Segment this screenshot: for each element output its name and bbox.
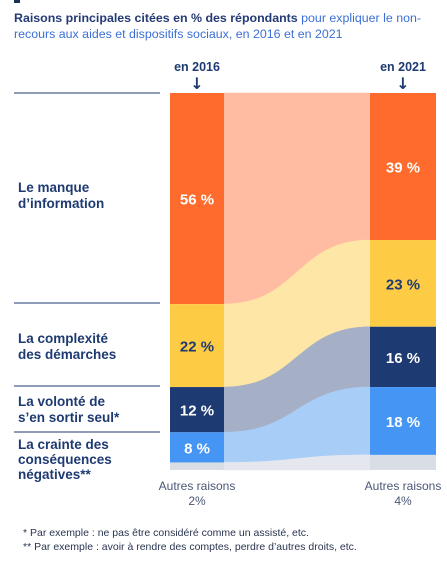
value-label-la-crainte-des-consequences-negatives-2021: 18 %	[386, 414, 420, 431]
down-arrow-icon: ↓	[190, 74, 203, 93]
bar-autres-raisons-2021	[370, 454, 436, 470]
autres-raisons-label-2021: Autres raisons	[365, 479, 442, 493]
category-label-le-manque-d-information: Le manque	[18, 180, 90, 195]
value-label-le-manque-d-information-2021: 39 %	[386, 160, 420, 177]
down-arrow-icon: ↓	[396, 74, 409, 93]
bar-la-volonte-de-s-en-sortir-seul-2021	[370, 326, 436, 388]
bar-la-complexite-des-demarches-2021	[370, 240, 436, 327]
value-label-la-complexite-des-demarches-2016: 22 %	[180, 339, 214, 356]
value-label-la-complexite-des-demarches-2021: 23 %	[386, 276, 420, 293]
value-label-la-crainte-des-consequences-negatives-2016: 8 %	[184, 440, 210, 457]
footnote-1: * Par exemple : ne pas être considéré co…	[23, 527, 309, 539]
footnote-2: ** Par exemple : avoir à rendre des comp…	[23, 541, 357, 553]
column-header-2016: en 2016	[174, 60, 220, 74]
bar-la-crainte-des-consequences-negatives-2021	[370, 387, 436, 455]
category-label-la-crainte-des-consequences-negatives: négatives**	[18, 467, 92, 482]
bar-autres-raisons-2016	[170, 462, 224, 470]
bar-la-complexite-des-demarches-2016	[170, 304, 224, 388]
category-label-la-crainte-des-consequences-negatives: conséquences	[18, 452, 112, 467]
top-accent-line	[14, 0, 20, 3]
category-label-la-volonte-de-s-en-sortir-seul: La volonté de	[18, 394, 106, 409]
autres-raisons-label-2016: Autres raisons	[159, 479, 236, 493]
value-label-la-volonte-de-s-en-sortir-seul-2021: 16 %	[386, 350, 420, 367]
autres-raisons-value-2016: 2%	[188, 494, 206, 508]
bar-le-manque-d-information-2016	[170, 93, 224, 305]
category-label-la-complexite-des-demarches: des démarches	[18, 347, 116, 362]
sankey-chart: 56 %39 %22 %23 %12 %16 %8 %18 %en 2016↓e…	[14, 60, 442, 508]
column-header-2021: en 2021	[380, 60, 426, 74]
chart-subtitle: Raisons principales citées en % des répo…	[14, 10, 439, 42]
category-label-la-crainte-des-consequences-negatives: La crainte des	[18, 437, 109, 452]
category-label-le-manque-d-information: d’information	[18, 196, 104, 211]
subtitle-bold: Raisons principales citées en % des répo…	[14, 11, 298, 25]
category-label-la-volonte-de-s-en-sortir-seul: s’en sortir seul*	[18, 410, 120, 425]
value-label-le-manque-d-information-2016: 56 %	[180, 192, 214, 209]
bar-la-volonte-de-s-en-sortir-seul-2016	[170, 387, 224, 433]
bar-la-crainte-des-consequences-negatives-2016	[170, 432, 224, 463]
value-label-la-volonte-de-s-en-sortir-seul-2016: 12 %	[180, 403, 214, 420]
subtitle-rest: pour expliquer le non-recours aux aides …	[14, 11, 421, 41]
category-label-la-complexite-des-demarches: La complexité	[18, 331, 109, 346]
autres-raisons-value-2021: 4%	[394, 494, 412, 508]
bar-le-manque-d-information-2021	[370, 93, 436, 241]
